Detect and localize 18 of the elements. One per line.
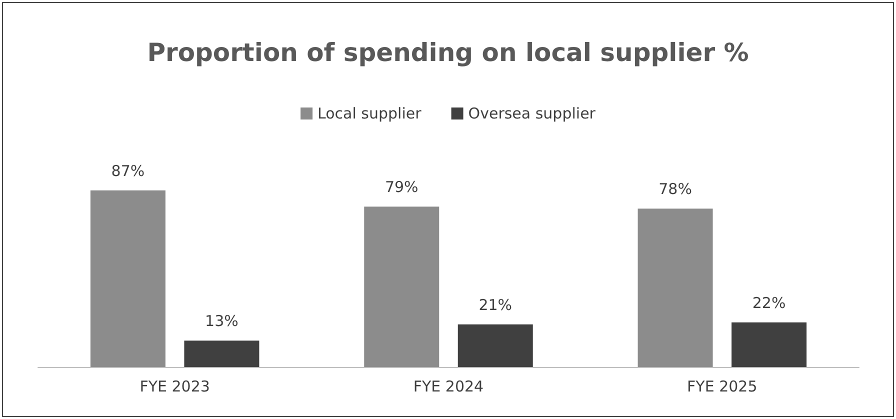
data-label: 87% <box>111 162 145 180</box>
bar <box>458 324 533 367</box>
x-tick-label: FYE 2023 <box>140 378 210 396</box>
bar <box>732 322 807 367</box>
bar <box>90 190 166 367</box>
bar <box>364 206 440 367</box>
bar <box>638 208 713 367</box>
data-label: 13% <box>205 312 238 330</box>
data-label: 21% <box>478 296 512 314</box>
x-tick-label: FYE 2024 <box>413 378 484 396</box>
data-label: 78% <box>658 180 692 198</box>
data-label: 79% <box>384 178 418 196</box>
chart-title: Proportion of spending on local supplier % <box>147 38 749 67</box>
legend-label: Oversea supplier <box>468 104 596 122</box>
data-label: 22% <box>752 294 786 312</box>
bar <box>184 340 260 367</box>
x-tick-label: FYE 2025 <box>687 378 758 396</box>
legend-label: Local supplier <box>318 104 422 122</box>
